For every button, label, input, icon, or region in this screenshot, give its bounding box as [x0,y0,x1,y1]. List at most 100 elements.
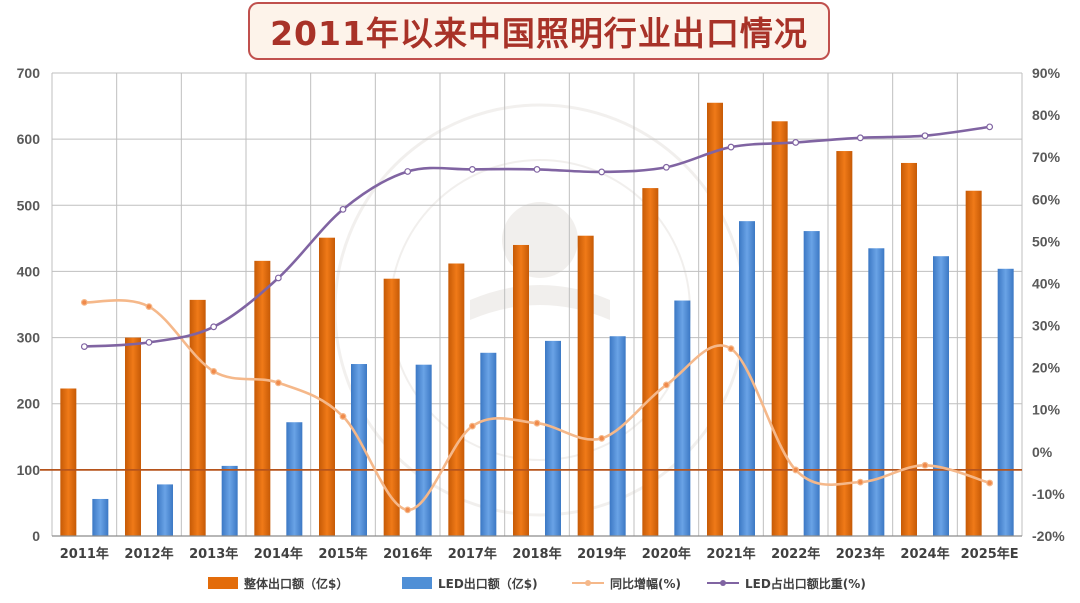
bar-total-export [771,121,788,536]
point-led-share [598,168,606,176]
point-led-share [921,132,929,140]
bar-led-export [221,465,238,536]
bar-total-export [642,188,659,537]
left-tick-label: 700 [17,65,41,81]
point-yoy-growth [533,419,541,427]
line-yoy-growth [84,299,991,512]
point-led-share [533,165,541,173]
left-tick-label: 100 [17,462,41,478]
x-tick-label: 2012年 [124,546,173,562]
bar-led-export [674,300,691,536]
point-yoy-growth [274,379,282,387]
right-tick-label: 0% [1032,444,1053,460]
x-tick-label: 2019年 [577,546,626,562]
bar-led-export [933,256,949,536]
legend-swatch-bar [208,577,238,589]
point-yoy-growth [404,506,412,514]
bar-led-export [739,221,755,536]
x-tick-label: 2016年 [383,546,432,562]
bar-led-export [997,268,1014,536]
right-tick-label: 50% [1032,233,1061,249]
legend-item: LED占出口额比重(%) [707,572,866,594]
right-tick-label: 40% [1032,275,1061,291]
bar-total-export [60,388,77,536]
bar-led-export [868,248,885,536]
point-yoy-growth [210,368,218,375]
right-tick-label: 70% [1032,149,1061,165]
bar-total-export [513,244,529,536]
chart-title-box: 2011年以来中国照明行业出口情况 [248,2,830,60]
bar-led-export [545,340,561,536]
point-led-share [727,143,735,151]
bar-total-export [901,162,917,536]
line-series [80,123,994,514]
point-led-share [145,338,153,346]
axes: 0 100 200 300 400 500 600 700 -20% -10% 0% 10% 20% 30… [17,65,1066,562]
legend-swatch-line [572,576,604,590]
bar-total-export [577,235,594,536]
bar-total-export [836,151,853,536]
legend-item: 同比增幅(%) [572,572,681,594]
bar-led-export [415,364,432,536]
point-led-share [986,123,994,131]
bar-total-export [707,102,723,536]
x-tick-label: 2017年 [448,546,497,562]
bar-led-export [803,231,820,536]
x-tick-label: 2024年 [900,546,949,562]
left-tick-label: 300 [17,330,41,346]
legend-swatch-line [707,576,739,590]
bar-total-export [189,299,206,536]
legend: 整体出口额（亿$） LED出口额（亿$) 同比增幅(%) LED占出口额比重(%) [0,572,1080,594]
legend-label: 同比增幅(%) [610,576,681,591]
bar-led-export [92,498,109,536]
point-led-share [210,323,218,331]
bar-total-export [383,278,400,536]
x-tick-label: 2022年 [771,546,820,562]
point-yoy-growth [145,303,153,311]
chart-title: 2011年以来中国照明行业出口情况 [270,14,808,53]
right-tick-label: 60% [1032,191,1061,207]
right-tick-label: -20% [1032,528,1065,544]
point-led-share [468,165,476,173]
x-tick-label: 2015年 [318,546,367,562]
bar-led-export [609,336,626,536]
x-tick-label: 2014年 [254,546,303,562]
left-tick-label: 400 [17,263,41,279]
legend-label: 整体出口额（亿$） [244,576,349,591]
left-tick-label: 200 [17,396,41,412]
point-yoy-growth [662,381,670,389]
bar-total-export [125,337,141,536]
bar-led-export [157,484,173,536]
legend-item: LED出口额（亿$) [402,572,538,594]
right-tick-label: 10% [1032,402,1061,418]
point-led-share [404,168,412,175]
bar-total-export [965,190,982,536]
bar-led-export [286,422,303,536]
point-yoy-growth [339,413,347,420]
legend-label: LED占出口额比重(%) [745,576,866,591]
point-led-share [856,134,864,142]
left-tick-label: 0 [32,528,40,544]
x-tick-label: 2018年 [512,546,561,562]
point-yoy-growth [986,479,994,487]
right-tick-label: 30% [1032,318,1061,334]
point-yoy-growth [792,466,800,474]
point-led-share [274,274,282,282]
x-tick-label: 2023年 [836,546,885,562]
point-yoy-growth [598,434,606,442]
point-yoy-growth [80,298,88,306]
point-yoy-growth [921,461,929,469]
bar-total-export [319,237,335,536]
bar-total-export [448,263,465,536]
bar-led-export [480,352,497,536]
legend-item: 整体出口额（亿$） [208,572,348,594]
right-tick-label: 20% [1032,360,1061,376]
point-yoy-growth [856,478,864,486]
point-led-share [80,343,88,350]
right-tick-label: -10% [1032,486,1065,502]
point-yoy-growth [468,422,476,430]
point-led-share [662,163,670,171]
x-tick-label: 2021年 [706,546,755,562]
left-tick-label: 500 [17,197,41,213]
